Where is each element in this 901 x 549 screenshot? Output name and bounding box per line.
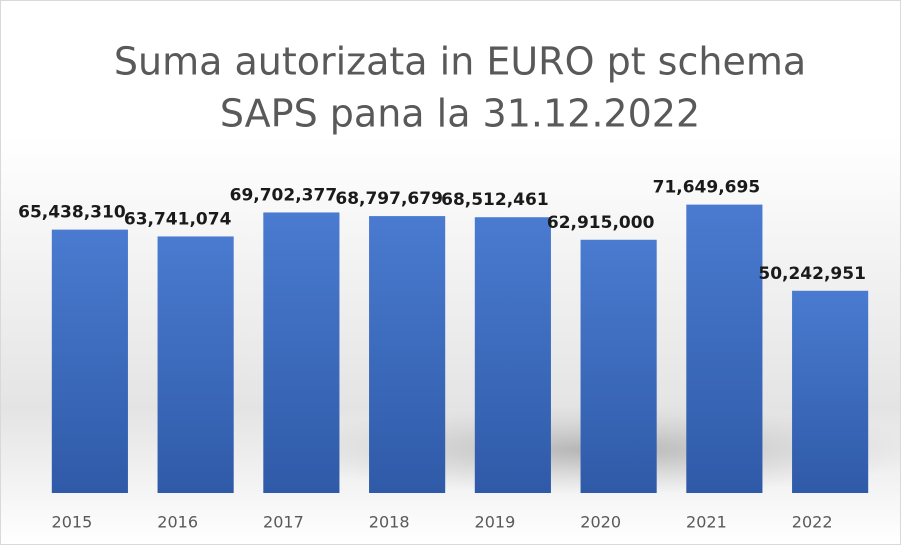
bar xyxy=(580,239,657,493)
chart-title: SAPS pana la 31.12.2022 xyxy=(220,92,700,136)
bar xyxy=(792,290,869,493)
chart-title: Suma autorizata in EURO pt schema xyxy=(114,40,806,84)
x-tick-label: 2016 xyxy=(157,513,198,532)
data-label: 69,702,377 xyxy=(230,185,338,205)
bar xyxy=(51,229,128,493)
data-label: 71,649,695 xyxy=(653,178,761,198)
x-tick-label: 2020 xyxy=(580,513,621,532)
bar xyxy=(369,216,446,493)
data-label: 68,797,679 xyxy=(335,189,443,209)
data-label: 68,512,461 xyxy=(441,190,549,210)
data-label: 63,741,074 xyxy=(124,209,232,229)
bar xyxy=(157,236,234,493)
x-tick-label: 2018 xyxy=(369,513,410,532)
bar xyxy=(263,212,340,493)
data-label: 62,915,000 xyxy=(547,213,655,233)
x-tick-label: 2019 xyxy=(475,513,516,532)
data-label: 65,438,310 xyxy=(18,203,126,223)
x-tick-label: 2017 xyxy=(263,513,304,532)
bar xyxy=(686,204,763,493)
bar xyxy=(474,217,551,493)
x-tick-label: 2021 xyxy=(686,513,727,532)
x-tick-label: 2022 xyxy=(792,513,833,532)
x-tick-label: 2015 xyxy=(52,513,93,532)
data-label: 50,242,951 xyxy=(758,264,866,284)
